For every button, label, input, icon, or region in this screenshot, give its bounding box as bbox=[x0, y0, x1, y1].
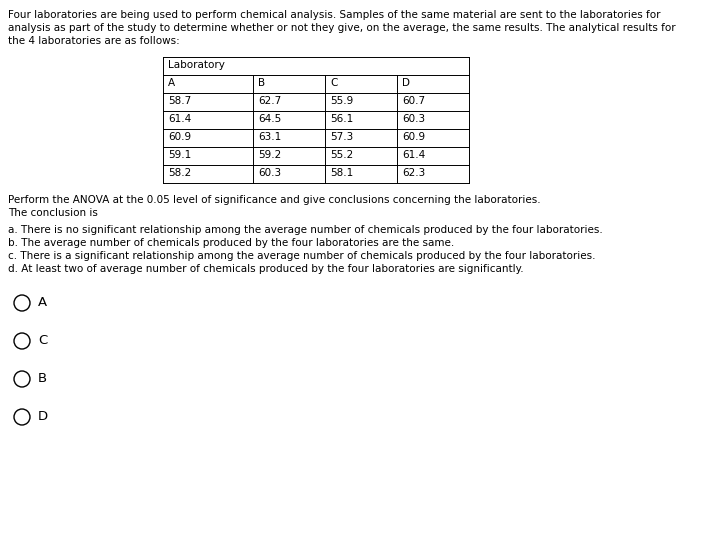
Text: 63.1: 63.1 bbox=[258, 132, 281, 142]
Text: 57.3: 57.3 bbox=[330, 132, 353, 142]
Text: A: A bbox=[38, 296, 47, 309]
Text: The conclusion is: The conclusion is bbox=[8, 208, 98, 218]
Text: c. There is a significant relationship among the average number of chemicals pro: c. There is a significant relationship a… bbox=[8, 251, 595, 261]
Text: C: C bbox=[38, 334, 47, 347]
Text: 58.1: 58.1 bbox=[330, 168, 353, 178]
Text: D: D bbox=[402, 78, 410, 88]
Text: b. The average number of chemicals produced by the four laboratories are the sam: b. The average number of chemicals produ… bbox=[8, 238, 454, 248]
Text: Four laboratories are being used to perform chemical analysis. Samples of the sa: Four laboratories are being used to perf… bbox=[8, 10, 661, 20]
Text: the 4 laboratories are as follows:: the 4 laboratories are as follows: bbox=[8, 36, 180, 46]
Text: 60.3: 60.3 bbox=[402, 114, 425, 124]
Text: B: B bbox=[258, 78, 265, 88]
Text: 55.2: 55.2 bbox=[330, 150, 353, 160]
Text: 64.5: 64.5 bbox=[258, 114, 281, 124]
Text: 62.3: 62.3 bbox=[402, 168, 425, 178]
Text: B: B bbox=[38, 373, 47, 386]
Text: Perform the ANOVA at the 0.05 level of significance and give conclusions concern: Perform the ANOVA at the 0.05 level of s… bbox=[8, 195, 541, 205]
Text: a. There is no significant relationship among the average number of chemicals pr: a. There is no significant relationship … bbox=[8, 225, 603, 235]
Text: d. At least two of average number of chemicals produced by the four laboratories: d. At least two of average number of che… bbox=[8, 264, 523, 274]
Text: 61.4: 61.4 bbox=[402, 150, 425, 160]
Text: 60.9: 60.9 bbox=[168, 132, 191, 142]
Text: C: C bbox=[330, 78, 337, 88]
Text: 62.7: 62.7 bbox=[258, 96, 281, 106]
Text: 60.7: 60.7 bbox=[402, 96, 425, 106]
Text: 59.2: 59.2 bbox=[258, 150, 281, 160]
Text: 60.3: 60.3 bbox=[258, 168, 281, 178]
Text: Laboratory: Laboratory bbox=[168, 60, 225, 70]
Text: 61.4: 61.4 bbox=[168, 114, 191, 124]
Text: 58.7: 58.7 bbox=[168, 96, 191, 106]
Text: 58.2: 58.2 bbox=[168, 168, 191, 178]
Text: 55.9: 55.9 bbox=[330, 96, 353, 106]
Text: 60.9: 60.9 bbox=[402, 132, 425, 142]
Text: analysis as part of the study to determine whether or not they give, on the aver: analysis as part of the study to determi… bbox=[8, 23, 675, 33]
Text: 56.1: 56.1 bbox=[330, 114, 353, 124]
Text: A: A bbox=[168, 78, 175, 88]
Text: D: D bbox=[38, 411, 48, 424]
Text: 59.1: 59.1 bbox=[168, 150, 191, 160]
